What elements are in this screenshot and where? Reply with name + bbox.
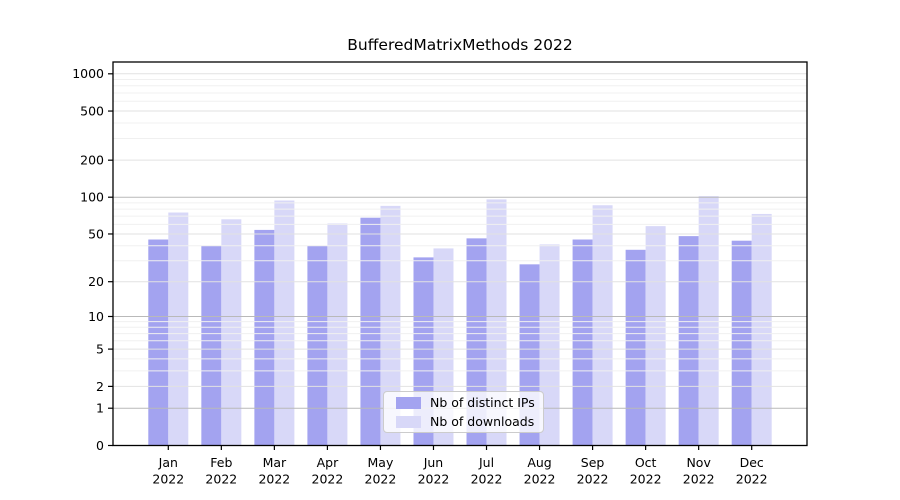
chart-title: BufferedMatrixMethods 2022 [347,36,573,54]
bar-downloads-mar-2022 [274,200,295,446]
x-tick-label-month-nov-2022: Nov [686,455,711,470]
x-tick-label-year-jun-2022: 2022 [418,472,450,487]
y-tick-label-10: 10 [88,309,104,324]
bar-downloads-apr-2022 [327,223,348,446]
bar-downloads-oct-2022 [645,226,666,446]
legend-item-downloads: Nb of downloads [396,414,535,429]
y-tick-label-1000: 1000 [72,66,104,81]
y-tick-label-100: 100 [80,190,104,205]
bar-distinct-ips-jan-2022 [148,239,169,446]
x-tick-label-year-jul-2022: 2022 [471,472,503,487]
x-tick-label-year-apr-2022: 2022 [312,472,344,487]
bar-distinct-ips-oct-2022 [625,249,646,446]
bar-distinct-ips-may-2022 [360,217,381,446]
bar-downloads-nov-2022 [698,196,719,446]
bar-downloads-jan-2022 [168,212,189,446]
x-tick-label-month-dec-2022: Dec [740,455,764,470]
x-tick-label-year-may-2022: 2022 [365,472,397,487]
y-tick-label-200: 200 [80,153,104,168]
x-axis: Jan 2022 Feb 2022 Mar 2022 Apr 2022 May 2022 Jun 20… [152,445,768,487]
x-tick-label-month-jul-2022: Jul [478,455,494,470]
legend-swatch-downloads [396,415,421,428]
x-tick-label-year-aug-2022: 2022 [524,472,556,487]
y-tick-label-1: 1 [96,401,104,416]
bar-distinct-ips-apr-2022 [307,245,328,446]
y-tick-label-20: 20 [88,274,104,289]
x-tick-label-year-oct-2022: 2022 [630,472,662,487]
x-tick-label-month-apr-2022: Apr [317,455,339,470]
x-tick-label-month-jun-2022: Jun [423,455,444,470]
bar-downloads-feb-2022 [221,219,242,446]
x-tick-label-year-dec-2022: 2022 [736,472,768,487]
legend: Nb of distinct IPs Nb of downloads [383,391,544,433]
legend-item-distinct-ips: Nb of distinct IPs [396,395,535,410]
legend-label-downloads: Nb of downloads [430,414,535,429]
x-tick-label-year-mar-2022: 2022 [258,472,290,487]
y-gridlines [113,73,807,409]
y-tick-label-500: 500 [80,103,104,118]
bar-downloads-may-2022 [380,205,401,446]
x-tick-label-month-oct-2022: Oct [635,455,657,470]
y-tick-label-0: 0 [96,438,104,453]
bar-downloads-dec-2022 [751,213,772,446]
y-tick-label-5: 5 [96,342,104,357]
legend-label-distinct-ips: Nb of distinct IPs [430,395,535,410]
y-tick-label-2: 2 [96,379,104,394]
x-tick-label-year-nov-2022: 2022 [683,472,715,487]
bar-distinct-ips-feb-2022 [201,245,222,446]
x-tick-label-month-mar-2022: Mar [263,455,287,470]
bar-distinct-ips-dec-2022 [731,240,752,446]
bar-downloads-sep-2022 [592,205,613,446]
y-tick-label-50: 50 [88,226,104,241]
x-tick-label-month-sep-2022: Sep [581,455,605,470]
bar-distinct-ips-mar-2022 [254,229,275,446]
x-tick-label-year-jan-2022: 2022 [152,472,184,487]
x-tick-label-month-may-2022: May [368,455,394,470]
legend-swatch-distinct-ips [396,396,421,409]
x-tick-label-year-feb-2022: 2022 [205,472,237,487]
plot-border [112,61,808,447]
x-tick-label-year-sep-2022: 2022 [577,472,609,487]
bar-downloads-aug-2022 [539,244,560,446]
x-tick-label-month-aug-2022: Aug [527,455,551,470]
bar-distinct-ips-sep-2022 [572,239,593,446]
x-tick-label-month-jan-2022: Jan [158,455,178,470]
x-tick-label-month-feb-2022: Feb [210,455,232,470]
